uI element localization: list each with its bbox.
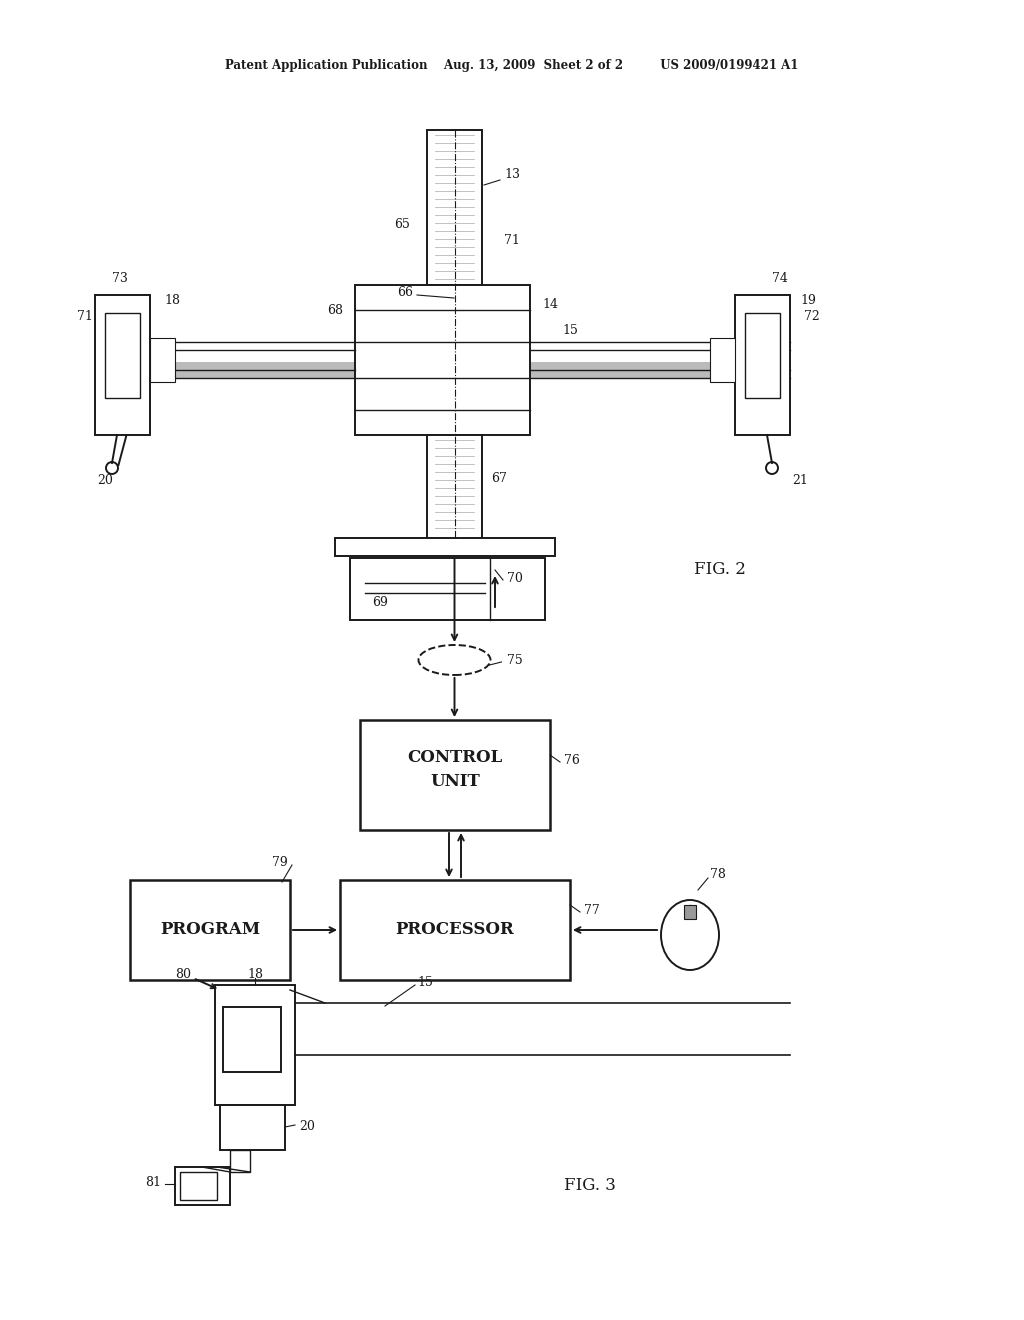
Bar [223,1007,281,1072]
Text: 65: 65 [394,219,410,231]
Bar [435,285,474,305]
Text: 71: 71 [504,234,520,247]
Bar [427,129,482,285]
Text: 20: 20 [97,474,113,487]
Text: 19: 19 [800,293,816,306]
Bar [150,338,175,381]
Text: FIG. 2: FIG. 2 [694,561,745,578]
Bar [355,285,530,436]
Text: 15: 15 [562,323,578,337]
Bar [105,313,140,399]
Text: 75: 75 [507,653,522,667]
Bar [350,558,545,620]
Text: 66: 66 [397,285,413,298]
Bar [95,294,150,436]
Text: 68: 68 [327,304,343,317]
Bar [130,880,290,979]
Text: UNIT: UNIT [430,774,480,791]
Bar [684,906,696,919]
Bar [340,880,570,979]
Text: 79: 79 [272,855,288,869]
Text: 14: 14 [542,298,558,312]
Bar [95,362,790,378]
Text: 73: 73 [112,272,128,285]
Text: PROCESSOR: PROCESSOR [395,921,514,939]
Text: 74: 74 [772,272,787,285]
Text: 80: 80 [175,969,191,982]
Text: 13: 13 [504,169,520,181]
Text: 18: 18 [247,969,263,982]
Text: 77: 77 [584,903,600,916]
Bar [360,719,550,830]
Text: 18: 18 [164,293,180,306]
Bar [745,313,780,399]
Text: CONTROL: CONTROL [408,750,503,767]
Bar [215,985,295,1105]
Text: 78: 78 [710,869,726,882]
Text: 71: 71 [77,309,93,322]
Bar [220,1105,285,1150]
Text: 69: 69 [372,597,388,610]
Text: 72: 72 [804,309,820,322]
Bar [175,1167,230,1205]
Text: 76: 76 [564,754,580,767]
Text: Patent Application Publication    Aug. 13, 2009  Sheet 2 of 2         US 2009/01: Patent Application Publication Aug. 13, … [225,58,799,71]
Bar [180,1172,217,1200]
Text: PROGRAM: PROGRAM [160,921,260,939]
Bar [230,1150,250,1172]
Bar [427,436,482,540]
Text: 70: 70 [507,572,523,585]
Text: 81: 81 [145,1176,161,1188]
Bar [735,294,790,436]
Text: 20: 20 [299,1121,315,1134]
Bar [335,539,555,556]
Bar [710,338,735,381]
Text: 15: 15 [417,977,433,990]
Text: 21: 21 [792,474,808,487]
Text: FIG. 3: FIG. 3 [564,1176,616,1193]
Text: 67: 67 [492,471,508,484]
